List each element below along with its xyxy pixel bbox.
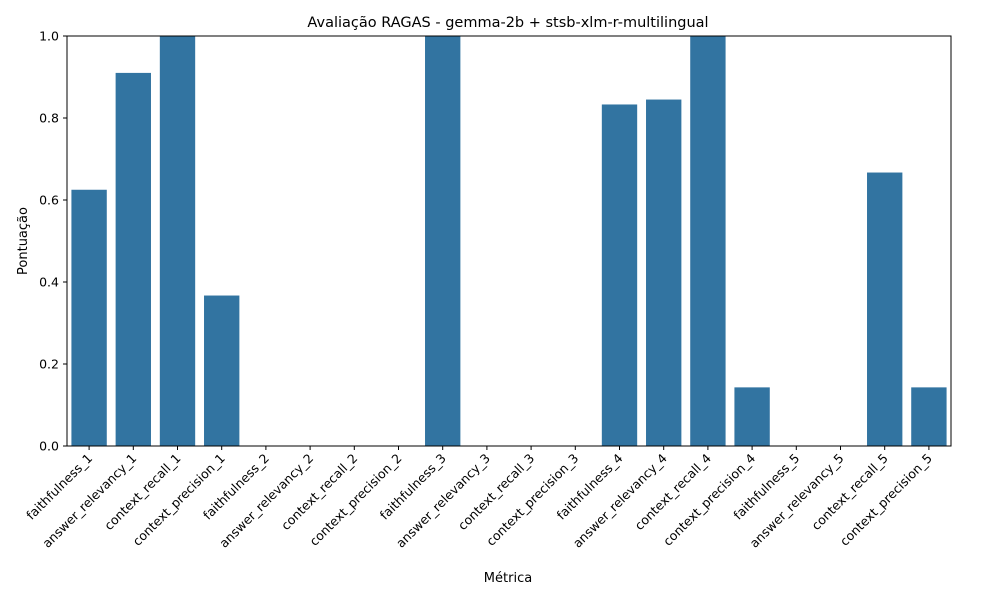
y-tick-label: 0.6 — [39, 193, 59, 208]
y-axis: 0.0 0.2 0.4 0.6 0.8 1.0 — [39, 29, 67, 454]
y-tick-label: 0.8 — [39, 111, 59, 126]
x-tick-label: context_recall_2 — [278, 451, 360, 533]
y-tick-label: 0.4 — [39, 275, 59, 290]
bar-faithfulness-4 — [601, 104, 638, 446]
bar-faithfulness-3 — [425, 36, 461, 446]
bars-group — [71, 36, 947, 447]
y-tick-label: 1.0 — [39, 29, 59, 44]
chart-title: Avaliação RAGAS - gemma-2b + stsb-xlm-r-… — [307, 15, 708, 31]
x-tick-label: context_recall_5 — [808, 451, 890, 533]
bar-answer-relevancy-1 — [115, 72, 151, 447]
bar-context-precision-4 — [734, 387, 770, 446]
x-axis-label: Métrica — [484, 571, 532, 586]
y-tick-label: 0.2 — [39, 357, 59, 372]
x-axis: faithfulness_1answer_relevancy_1context_… — [23, 446, 935, 551]
bar-faithfulness-1 — [71, 189, 107, 446]
axes-frame — [66, 35, 952, 447]
bar-context-precision-1 — [204, 295, 240, 446]
bar-context-precision-5 — [911, 387, 947, 446]
bar-context-recall-5 — [867, 172, 903, 446]
bar-context-recall-4 — [690, 36, 726, 446]
bar-answer-relevancy-4 — [646, 99, 682, 447]
y-axis-label: Pontuação — [16, 207, 31, 275]
y-tick-label: 0.0 — [39, 439, 59, 454]
x-tick-label: context_recall_3 — [455, 451, 537, 533]
x-tick-label: context_recall_1 — [101, 451, 183, 533]
bar-context-recall-1 — [159, 36, 196, 446]
x-tick-label: context_recall_4 — [632, 450, 714, 532]
